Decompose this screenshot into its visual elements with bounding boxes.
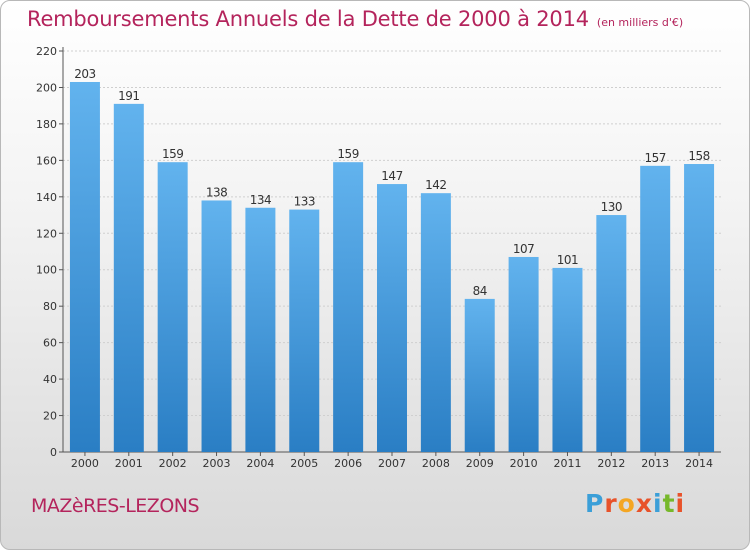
- bar-value-2010: 107: [513, 242, 534, 256]
- y-tick-label-0: 0: [50, 446, 57, 459]
- bar-2013: [640, 165, 671, 452]
- proxiti-letter-1: r: [604, 489, 618, 518]
- bar-2003: [201, 200, 232, 452]
- proxiti-letter-3: x: [635, 489, 653, 518]
- bar-value-2014: 158: [688, 149, 709, 163]
- x-tick-label-2007: 2007: [378, 457, 406, 470]
- proxiti-letter-4: i: [653, 489, 663, 518]
- bar-value-2012: 130: [601, 200, 622, 214]
- x-tick-label-2009: 2009: [466, 457, 494, 470]
- bar-2012: [596, 215, 627, 452]
- y-tick-label-200: 200: [36, 81, 57, 94]
- y-axis-ticks: 0 20 40 60 80 100 120 140 160 180 200 220: [36, 45, 63, 459]
- chart-unit: (en milliers d'€): [596, 16, 684, 29]
- y-tick-label-140: 140: [36, 191, 57, 204]
- y-tick-label-100: 100: [36, 264, 57, 277]
- chart-title-text: Remboursements Annuels de la Dette de 20…: [27, 7, 589, 31]
- bar-2005: [289, 209, 320, 452]
- bar-value-2004: 134: [250, 193, 271, 207]
- x-tick-label-2002: 2002: [159, 457, 187, 470]
- bar-2011: [552, 267, 583, 452]
- bar-value-2006: 159: [337, 147, 358, 161]
- commune-name: MAZèRES-LEZONS: [31, 495, 200, 517]
- bar-value-labels: 203 191 159 138 134 133 159 147 142 84 107 101 130 15…: [74, 67, 710, 298]
- x-tick-label-2013: 2013: [641, 457, 669, 470]
- bar-2010: [508, 256, 539, 452]
- bar-value-2000: 203: [74, 67, 95, 81]
- bar-value-2002: 159: [162, 147, 183, 161]
- x-tick-label-2001: 2001: [115, 457, 143, 470]
- bar-2014: [684, 164, 715, 452]
- bar-value-2003: 138: [206, 185, 227, 199]
- bar-2007: [377, 184, 407, 453]
- y-tick-label-40: 40: [43, 373, 57, 386]
- y-tick-label-20: 20: [43, 410, 57, 423]
- bar-value-2005: 133: [294, 195, 315, 209]
- bar-2009: [464, 298, 495, 452]
- bar-value-2011: 101: [557, 253, 578, 267]
- y-tick-label-220: 220: [36, 45, 57, 58]
- bar-2006: [333, 162, 364, 452]
- y-tick-label-80: 80: [43, 300, 57, 313]
- y-tick-label-120: 120: [36, 227, 57, 240]
- x-tick-label-2005: 2005: [290, 457, 318, 470]
- bar-value-2008: 142: [425, 178, 446, 192]
- proxiti-letter-2: o: [617, 489, 636, 518]
- proxiti-letter-5: t: [662, 489, 676, 518]
- x-tick-label-2004: 2004: [246, 457, 274, 470]
- proxiti-letter-0: P: [585, 489, 605, 518]
- bar-2008: [420, 193, 451, 452]
- bar-2002: [157, 162, 188, 452]
- x-tick-label-2012: 2012: [597, 457, 625, 470]
- x-tick-label-2008: 2008: [422, 457, 450, 470]
- y-tick-label-180: 180: [36, 118, 57, 131]
- x-tick-label-2014: 2014: [685, 457, 713, 470]
- proxiti-letter-6: i: [675, 489, 686, 518]
- y-tick-label-60: 60: [43, 337, 57, 350]
- x-tick-label-2003: 2003: [203, 457, 231, 470]
- bar-2004: [245, 207, 276, 452]
- x-axis-ticks: 2000 2001 2002 2003 2004 2005 2006 2007 2008 2009…: [71, 452, 713, 470]
- x-tick-label-2010: 2010: [510, 457, 538, 470]
- proxiti-logo: Proxiti: [585, 489, 685, 518]
- bar-2000: [69, 81, 100, 453]
- bar-value-2013: 157: [644, 151, 665, 165]
- x-tick-label-2011: 2011: [553, 457, 581, 470]
- bar-value-2007: 147: [381, 169, 402, 183]
- bar-2001: [113, 103, 144, 452]
- chart-title: Remboursements Annuels de la Dette de 20…: [27, 7, 683, 31]
- x-tick-label-2000: 2000: [71, 457, 99, 470]
- x-tick-label-2006: 2006: [334, 457, 362, 470]
- y-tick-label-160: 160: [36, 154, 57, 167]
- bar-value-2009: 84: [473, 284, 487, 298]
- bar-value-2001: 191: [118, 89, 139, 103]
- bars: [69, 81, 715, 453]
